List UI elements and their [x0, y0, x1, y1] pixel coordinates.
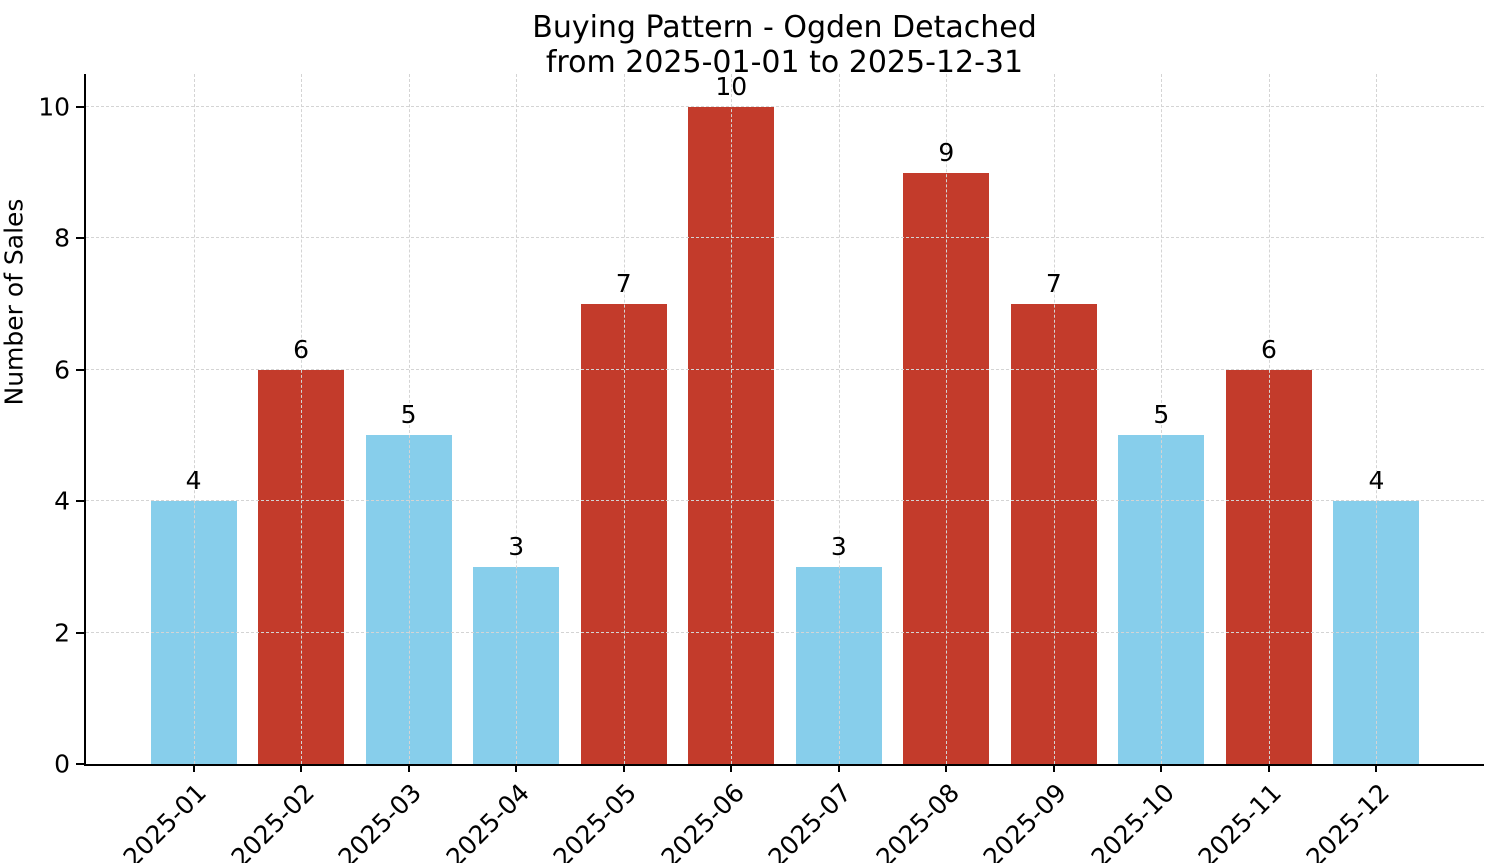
bar	[365, 435, 452, 764]
x-tick	[837, 764, 840, 772]
bar	[150, 501, 237, 764]
bar-value-label: 7	[1045, 269, 1062, 299]
x-tick-label: 2025-11	[1193, 778, 1288, 863]
bar-value-label: 3	[508, 531, 525, 561]
bar	[473, 566, 560, 764]
bar-value-label: 9	[938, 137, 955, 167]
bar	[688, 106, 775, 764]
bar-value-label: 10	[715, 71, 748, 101]
bar-value-label: 4	[185, 466, 202, 496]
bar-value-label: 3	[830, 531, 847, 561]
x-tick	[1160, 764, 1163, 772]
bar	[258, 369, 345, 764]
y-tick	[76, 105, 84, 108]
plot-area: 0 2 4 6 8 10 4 2025-01 6 2025-02 5 2025-03 3 2025-04 7…	[38, 71, 1484, 863]
x-tick	[300, 764, 303, 772]
y-tick-label: 6	[54, 355, 70, 385]
y-tick-label: 10	[38, 92, 70, 122]
y-tick	[76, 237, 84, 240]
bar	[1010, 304, 1097, 764]
bar-value-label: 6	[293, 334, 310, 364]
x-tick	[192, 764, 195, 772]
x-gridline	[1376, 74, 1378, 764]
bar	[1333, 501, 1420, 764]
x-gridline	[623, 74, 625, 764]
y-tick	[76, 763, 84, 765]
y-tick-label: 0	[54, 749, 70, 779]
y-tick	[76, 368, 84, 371]
x-gridline	[838, 74, 840, 764]
chart-title: Buying Pattern - Ogden Detached	[532, 10, 1037, 45]
bar	[795, 566, 882, 764]
x-tick	[1052, 764, 1055, 772]
y-axis-label: Number of Sales	[0, 198, 29, 406]
x-tick	[515, 764, 518, 772]
bar	[1225, 369, 1312, 764]
bar	[580, 304, 667, 764]
y-gridline	[86, 237, 1484, 239]
x-tick-label: 2025-01	[117, 778, 213, 863]
x-tick-label: 2025-04	[440, 778, 535, 863]
x-tick-label: 2025-08	[870, 778, 965, 863]
y-gridline	[86, 368, 1484, 370]
y-tick	[76, 631, 84, 634]
x-tick	[622, 764, 625, 772]
y-tick-label: 8	[54, 223, 70, 253]
x-tick-label: 2025-09	[977, 778, 1073, 863]
x-tick-label: 2025-10	[1085, 778, 1180, 863]
x-tick-label: 2025-03	[332, 778, 428, 863]
x-tick	[1267, 764, 1270, 772]
x-tick	[1375, 764, 1378, 772]
bar-value-label: 4	[1368, 466, 1385, 496]
y-gridline	[86, 105, 1484, 107]
bar-value-label: 5	[400, 400, 417, 430]
x-gridline	[1161, 74, 1163, 764]
chart-subtitle: from 2025-01-01 to 2025-12-31	[545, 45, 1024, 80]
y-tick-label: 2	[54, 618, 70, 648]
x-tick	[407, 764, 410, 772]
x-tick-label: 2025-05	[547, 778, 643, 863]
x-gridline	[408, 74, 410, 764]
x-tick-label: 2025-06	[655, 778, 750, 863]
bar	[903, 172, 990, 764]
x-gridline	[193, 74, 195, 764]
x-gridline	[1268, 74, 1270, 764]
x-tick-label: 2025-02	[225, 778, 320, 863]
bar	[1118, 435, 1205, 764]
bar-value-label: 7	[615, 269, 632, 299]
x-gridline	[946, 74, 948, 764]
bar-value-label: 6	[1260, 334, 1277, 364]
x-tick	[945, 764, 948, 772]
y-gridline	[86, 631, 1484, 633]
y-gridline	[86, 500, 1484, 502]
x-tick	[730, 764, 733, 772]
x-gridline	[731, 74, 733, 764]
bar-value-label: 5	[1153, 400, 1170, 430]
x-gridline	[1053, 74, 1055, 764]
y-tick	[76, 500, 84, 503]
x-gridline	[301, 74, 303, 764]
chart-title-block: Buying Pattern - Ogden Detached from 202…	[85, 10, 1484, 80]
x-tick-label: 2025-07	[762, 778, 858, 863]
x-gridline	[516, 74, 518, 764]
y-tick-label: 4	[54, 486, 70, 516]
x-tick-label: 2025-12	[1300, 778, 1395, 863]
